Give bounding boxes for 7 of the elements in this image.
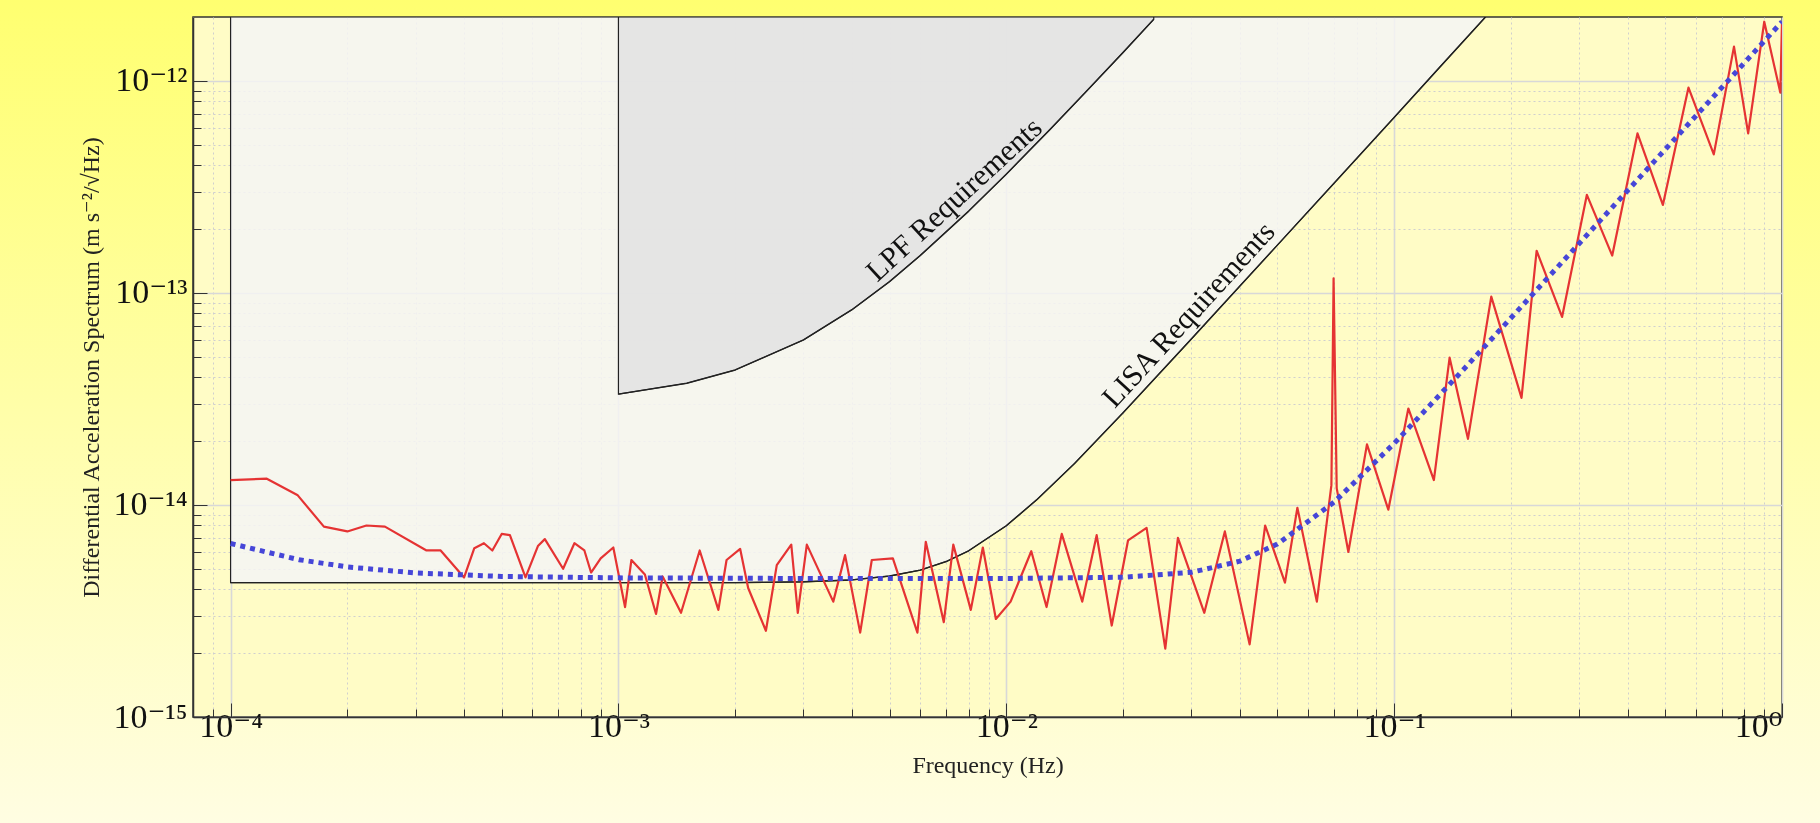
y-tick-label: 10⁻¹³ <box>115 273 188 311</box>
y-axis-title: Differential Acceleration Spectrum (m s⁻²/√Hz) <box>77 137 104 598</box>
y-tick-label: 10⁻¹⁵ <box>113 697 188 735</box>
y-tick-label: 10⁻¹² <box>115 61 188 99</box>
x-tick-label: 10⁻² <box>975 706 1038 744</box>
y-tick-label: 10⁻¹⁴ <box>113 485 188 523</box>
x-axis-title: Frequency (Hz) <box>912 751 1064 778</box>
